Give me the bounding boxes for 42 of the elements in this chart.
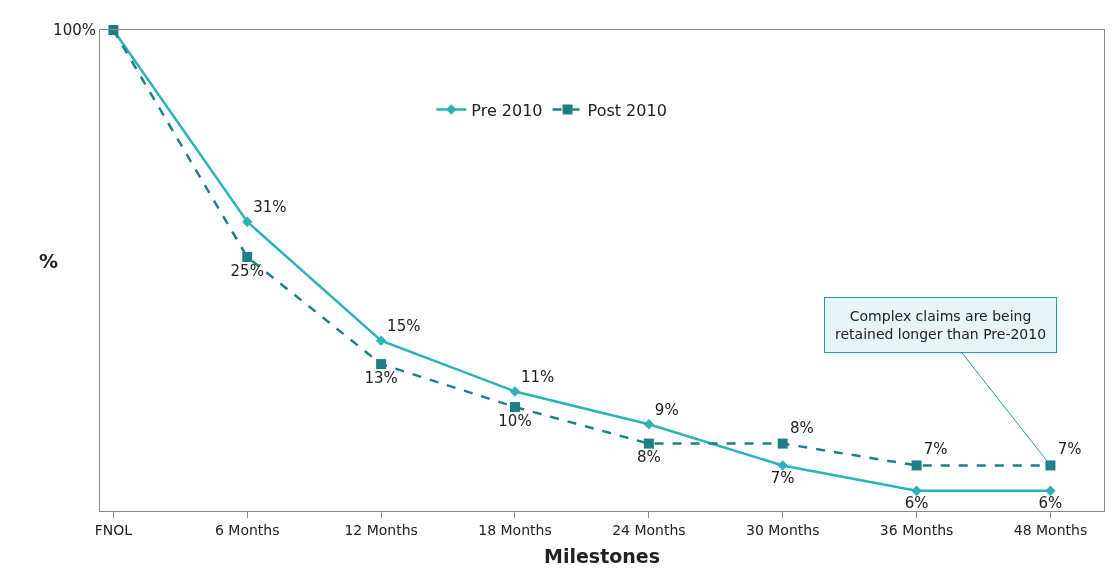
- point: [509, 402, 520, 413]
- point: [509, 386, 521, 397]
- point: [911, 485, 922, 496]
- point: [1045, 485, 1056, 496]
- data-label: 6%: [904, 493, 929, 512]
- y-axis-title: %: [39, 250, 59, 272]
- x-tick-label: 30 Months: [745, 521, 820, 538]
- x-tick-label: 6 Months: [214, 521, 280, 538]
- legend-label: Post 2010: [587, 100, 667, 120]
- data-label: 8%: [789, 418, 814, 437]
- data-label: 7%: [1057, 440, 1082, 459]
- point: [911, 460, 922, 471]
- point: [643, 419, 655, 430]
- x-axis-title: Milestones: [544, 544, 660, 567]
- point: [242, 216, 253, 227]
- data-label: 10%: [498, 411, 532, 430]
- x-tick-label: 36 Months: [879, 521, 954, 538]
- x-tick-label: 48 Months: [1013, 521, 1088, 538]
- text: 100%: [53, 21, 96, 40]
- x-tick-label: 18 Months: [478, 521, 552, 538]
- data-label: 7%: [770, 468, 795, 487]
- point: [242, 252, 253, 262]
- data-label: 13%: [364, 368, 398, 387]
- point: [777, 460, 788, 471]
- point: [643, 438, 654, 449]
- data-label: 6%: [1038, 493, 1063, 512]
- annotation: Complex claims are being retained longer than Pre-2010: [835, 308, 1047, 343]
- data-label: 8%: [636, 448, 661, 467]
- legend-label: Pre 2010: [471, 100, 543, 120]
- data-label: 7%: [923, 440, 948, 459]
- data-label: 11%: [520, 367, 555, 386]
- data-label: 9%: [654, 400, 679, 419]
- point: [777, 438, 788, 449]
- x-tick-label: 12 Months: [344, 521, 418, 538]
- point: [375, 335, 387, 346]
- x-tick-label: FNOL: [94, 521, 133, 538]
- point: [376, 359, 387, 370]
- point: [1045, 460, 1056, 471]
- x-tick-label: 24 Months: [612, 521, 686, 538]
- data-label: 31%: [253, 198, 287, 217]
- data-label: 15%: [387, 316, 421, 335]
- data-label: 25%: [230, 261, 264, 280]
